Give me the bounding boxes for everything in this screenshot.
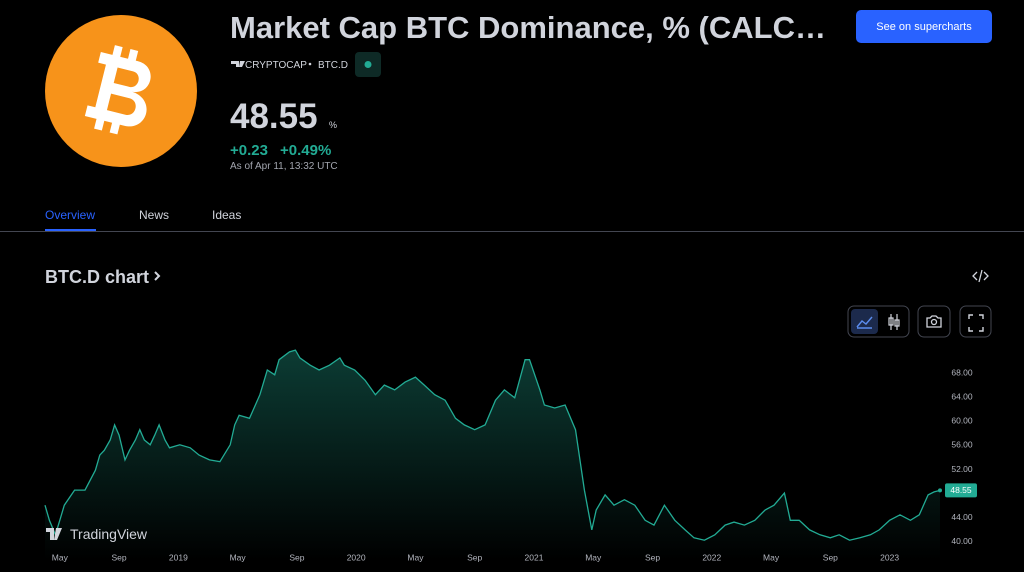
- symbol: BTC.D: [318, 60, 348, 71]
- brand: TradingView: [70, 526, 148, 542]
- camera-lens: [930, 318, 938, 326]
- area-icon: [856, 316, 873, 329]
- area-button[interactable]: [851, 309, 878, 334]
- divider: [0, 231, 1024, 232]
- candle-button[interactable]: [888, 314, 900, 330]
- camera-icon: [926, 315, 942, 328]
- y-tick-label: 56.00: [951, 440, 973, 450]
- chart-type-group: [847, 305, 910, 338]
- change-percent: +0.49%: [280, 142, 331, 159]
- change: +0.23: [230, 142, 268, 159]
- plot: 40.0044.0052.0056.0060.0064.0068.00MaySe…: [44, 349, 977, 562]
- supercharts-button[interactable]: [856, 10, 992, 43]
- line: [44, 349, 941, 541]
- tab[interactable]: News: [139, 208, 169, 222]
- status-dot: [364, 61, 372, 68]
- bitcoin-logo: [45, 15, 197, 167]
- y-tick-label: 64.00: [951, 391, 973, 401]
- last-value-label: 48.55: [950, 485, 972, 495]
- fullscreen-button[interactable]: [959, 305, 992, 338]
- last-value-box: [945, 483, 977, 498]
- section-title[interactable]: BTC.D chart: [45, 267, 149, 287]
- y-tick-label: 60.00: [951, 416, 973, 426]
- button-label: See on supercharts: [876, 21, 972, 33]
- embed-icon[interactable]: [972, 269, 989, 283]
- exchange: CRYPTOCAP: [245, 60, 307, 71]
- tab-underline: [45, 229, 96, 231]
- last-point: [938, 488, 942, 493]
- chevron: [154, 271, 161, 281]
- area-fill: [45, 350, 940, 561]
- y-tick-label: 68.00: [951, 367, 973, 377]
- page-title: Market Cap BTC Dominance, % (CALC…: [230, 10, 826, 45]
- fullscreen-icon: [968, 314, 984, 332]
- watermark: TradingView: [46, 526, 148, 542]
- tab[interactable]: Ideas: [212, 208, 241, 222]
- y-tick-label: 52.00: [951, 464, 973, 474]
- y-tick-label: 44.00: [951, 512, 973, 522]
- snapshot-button[interactable]: [917, 305, 951, 338]
- price-unit: %: [329, 120, 337, 130]
- price: 48.55: [230, 97, 318, 136]
- y-tick-label: 40.00: [951, 536, 973, 546]
- as-of: As of Apr 11, 13:32 UTC: [230, 161, 338, 172]
- exchange-icon: [231, 61, 245, 67]
- separator: [308, 62, 312, 66]
- tab[interactable]: Overview: [45, 208, 95, 222]
